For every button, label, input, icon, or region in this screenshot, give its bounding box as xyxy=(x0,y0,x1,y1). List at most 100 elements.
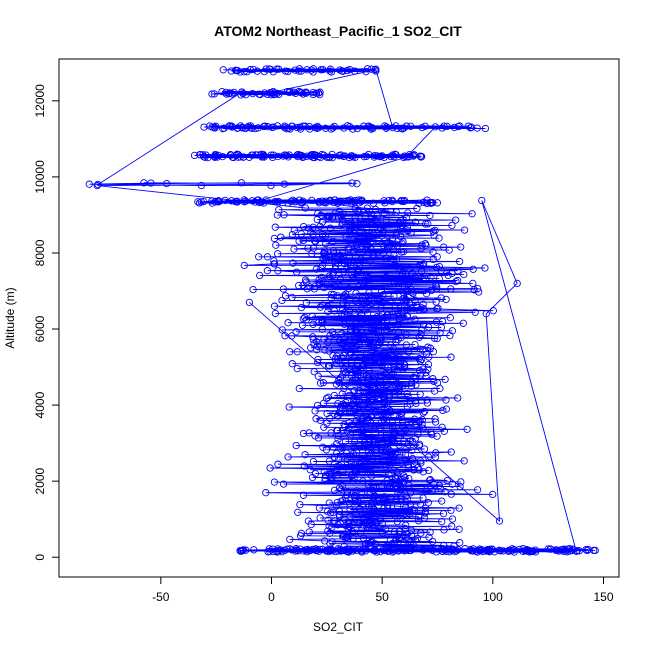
data-point xyxy=(204,153,212,162)
data-point xyxy=(376,547,385,556)
data-point xyxy=(356,545,364,553)
data-point xyxy=(457,478,465,486)
data-point xyxy=(328,257,336,265)
data-point xyxy=(366,490,374,498)
data-point xyxy=(370,484,378,493)
data-point xyxy=(329,247,338,255)
data-point xyxy=(417,152,426,161)
data-point xyxy=(225,89,234,97)
data-point xyxy=(334,435,342,443)
data-point xyxy=(350,474,358,482)
data-point xyxy=(342,363,350,371)
data-point xyxy=(285,403,293,411)
data-point xyxy=(335,376,343,384)
data-point xyxy=(447,285,455,293)
data-point xyxy=(397,197,406,205)
data-point xyxy=(481,124,490,133)
data-point xyxy=(456,122,464,130)
data-point xyxy=(448,515,457,523)
data-point xyxy=(429,248,437,256)
data-point xyxy=(358,422,366,431)
data-point xyxy=(359,382,367,390)
data-point xyxy=(358,427,367,435)
data-point xyxy=(353,124,361,133)
data-point xyxy=(390,509,398,518)
data-point xyxy=(347,358,356,367)
data-point xyxy=(307,66,316,74)
data-point xyxy=(281,292,290,300)
data-point xyxy=(305,528,313,536)
data-point xyxy=(390,391,398,399)
data-point xyxy=(376,152,385,161)
data-point xyxy=(259,152,267,161)
data-point xyxy=(417,529,425,537)
data-point xyxy=(409,152,418,160)
data-point xyxy=(313,358,322,367)
data-point xyxy=(346,452,355,460)
data-point xyxy=(429,375,437,383)
data-point xyxy=(415,333,423,341)
data-point xyxy=(407,531,416,539)
data-point xyxy=(405,278,413,286)
data-point xyxy=(432,318,441,326)
data-point xyxy=(243,123,251,132)
data-point xyxy=(406,546,415,555)
data-point xyxy=(262,489,270,497)
data-point xyxy=(369,326,378,334)
data-point xyxy=(417,355,426,364)
data-point xyxy=(360,369,368,378)
data-point xyxy=(255,253,263,261)
data-point xyxy=(484,546,493,554)
data-point xyxy=(368,123,376,132)
data-point xyxy=(464,122,473,130)
data-point xyxy=(392,335,400,344)
data-point xyxy=(347,372,356,380)
data-point xyxy=(420,198,428,206)
data-point xyxy=(321,537,329,545)
data-point xyxy=(364,480,372,489)
data-point xyxy=(355,341,363,349)
data-point xyxy=(251,198,259,206)
data-point xyxy=(301,313,309,322)
data-point xyxy=(342,368,350,377)
data-point xyxy=(274,250,282,258)
data-point xyxy=(347,472,356,480)
data-point xyxy=(321,124,330,132)
data-point xyxy=(334,521,342,529)
data-point xyxy=(341,515,349,524)
data-point xyxy=(408,446,416,455)
data-point xyxy=(197,181,206,190)
data-point xyxy=(380,274,388,282)
data-point xyxy=(274,65,283,73)
data-point xyxy=(278,326,286,334)
data-point xyxy=(245,298,254,307)
data-point xyxy=(361,456,369,465)
data-point xyxy=(278,296,286,305)
x-tick-label: 0 xyxy=(268,590,275,604)
data-point xyxy=(424,323,433,331)
data-point xyxy=(272,241,280,249)
data-point xyxy=(309,88,317,97)
data-point xyxy=(376,338,384,347)
data-point xyxy=(361,212,369,220)
data-point xyxy=(395,360,403,368)
data-point xyxy=(324,307,332,316)
data-point xyxy=(385,470,393,478)
data-point xyxy=(424,499,432,507)
data-point xyxy=(372,512,380,521)
data-point xyxy=(382,325,390,333)
data-point xyxy=(392,468,401,476)
data-point xyxy=(346,196,355,204)
data-point xyxy=(415,441,423,450)
data-point xyxy=(323,409,331,418)
data-point xyxy=(526,547,534,555)
data-point xyxy=(351,438,359,446)
data-point xyxy=(438,497,446,505)
data-point xyxy=(319,379,328,387)
data-point xyxy=(365,539,373,547)
data-point xyxy=(397,409,405,418)
y-tick-label: 4000 xyxy=(33,391,47,418)
data-point xyxy=(433,379,442,387)
data-point xyxy=(351,495,360,503)
data-point xyxy=(352,326,360,334)
